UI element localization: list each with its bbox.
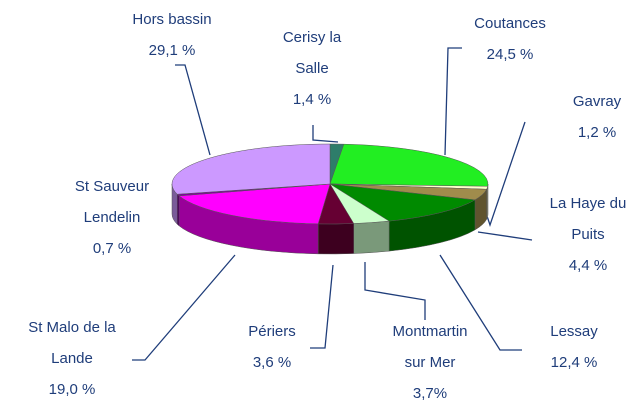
value-label: 3,6 %: [252, 354, 292, 371]
value-label: 29,1 %: [148, 42, 196, 59]
slice-label: Gavray 1,2 %: [557, 86, 637, 148]
leader-lines: [132, 47, 533, 361]
category-name: Hors bassin: [132, 11, 212, 28]
value-label: 1,2 %: [577, 124, 617, 141]
value-label: 4,4 %: [568, 257, 608, 274]
category-name: Lessay: [550, 323, 598, 340]
category-name: Périers: [248, 323, 296, 340]
category-name: Gavray: [572, 93, 622, 110]
value-label: 19,0 %: [48, 381, 96, 398]
category-name: St Sauveur Lendelin: [74, 178, 150, 226]
slice-side: [317, 223, 354, 255]
leader-line: [439, 254, 522, 351]
leader-line: [312, 125, 339, 143]
value-label: 1,4 %: [292, 91, 332, 108]
value-label: 12,4 %: [550, 354, 598, 371]
slice: [178, 183, 331, 225]
slice-label: Hors bassin 29,1 %: [112, 4, 232, 66]
slice-side: [353, 220, 390, 254]
category-name: La Haye du Puits: [549, 195, 627, 243]
category-name: Montmartin sur Mer: [392, 323, 468, 371]
slice-label: La Haye du Puits 4,4 %: [533, 188, 640, 281]
value-label: 0,7 %: [92, 240, 132, 257]
leader-line: [175, 64, 211, 156]
leader-line: [477, 231, 533, 241]
slice-label: St Sauveur Lendelin 0,7 %: [62, 171, 162, 264]
slice-side: [176, 193, 180, 227]
slice-label: Périers 3,6 %: [232, 316, 312, 378]
leader-line: [310, 264, 334, 349]
slice-label: Coutances 24,5 %: [450, 8, 570, 70]
category-name: St Malo de la Lande: [28, 319, 116, 367]
category-name: Cerisy la Salle: [282, 29, 342, 77]
leader-line: [132, 254, 236, 361]
leader-line: [444, 47, 462, 156]
slice-label: Montmartin sur Mer 3,7%: [380, 316, 480, 407]
slice: [329, 143, 489, 187]
leader-line: [364, 262, 426, 320]
slice: [171, 143, 331, 195]
slices: [171, 143, 489, 255]
slice-label: St Malo de la Lande 19,0 %: [7, 312, 137, 405]
slice-label: Cerisy la Salle 1,4 %: [265, 22, 360, 115]
slice-label: Lessay 12,4 %: [534, 316, 614, 378]
value-label: 24,5 %: [486, 46, 534, 63]
value-label: 3,7%: [412, 385, 448, 402]
slice: [329, 183, 476, 222]
category-name: Coutances: [474, 15, 546, 32]
